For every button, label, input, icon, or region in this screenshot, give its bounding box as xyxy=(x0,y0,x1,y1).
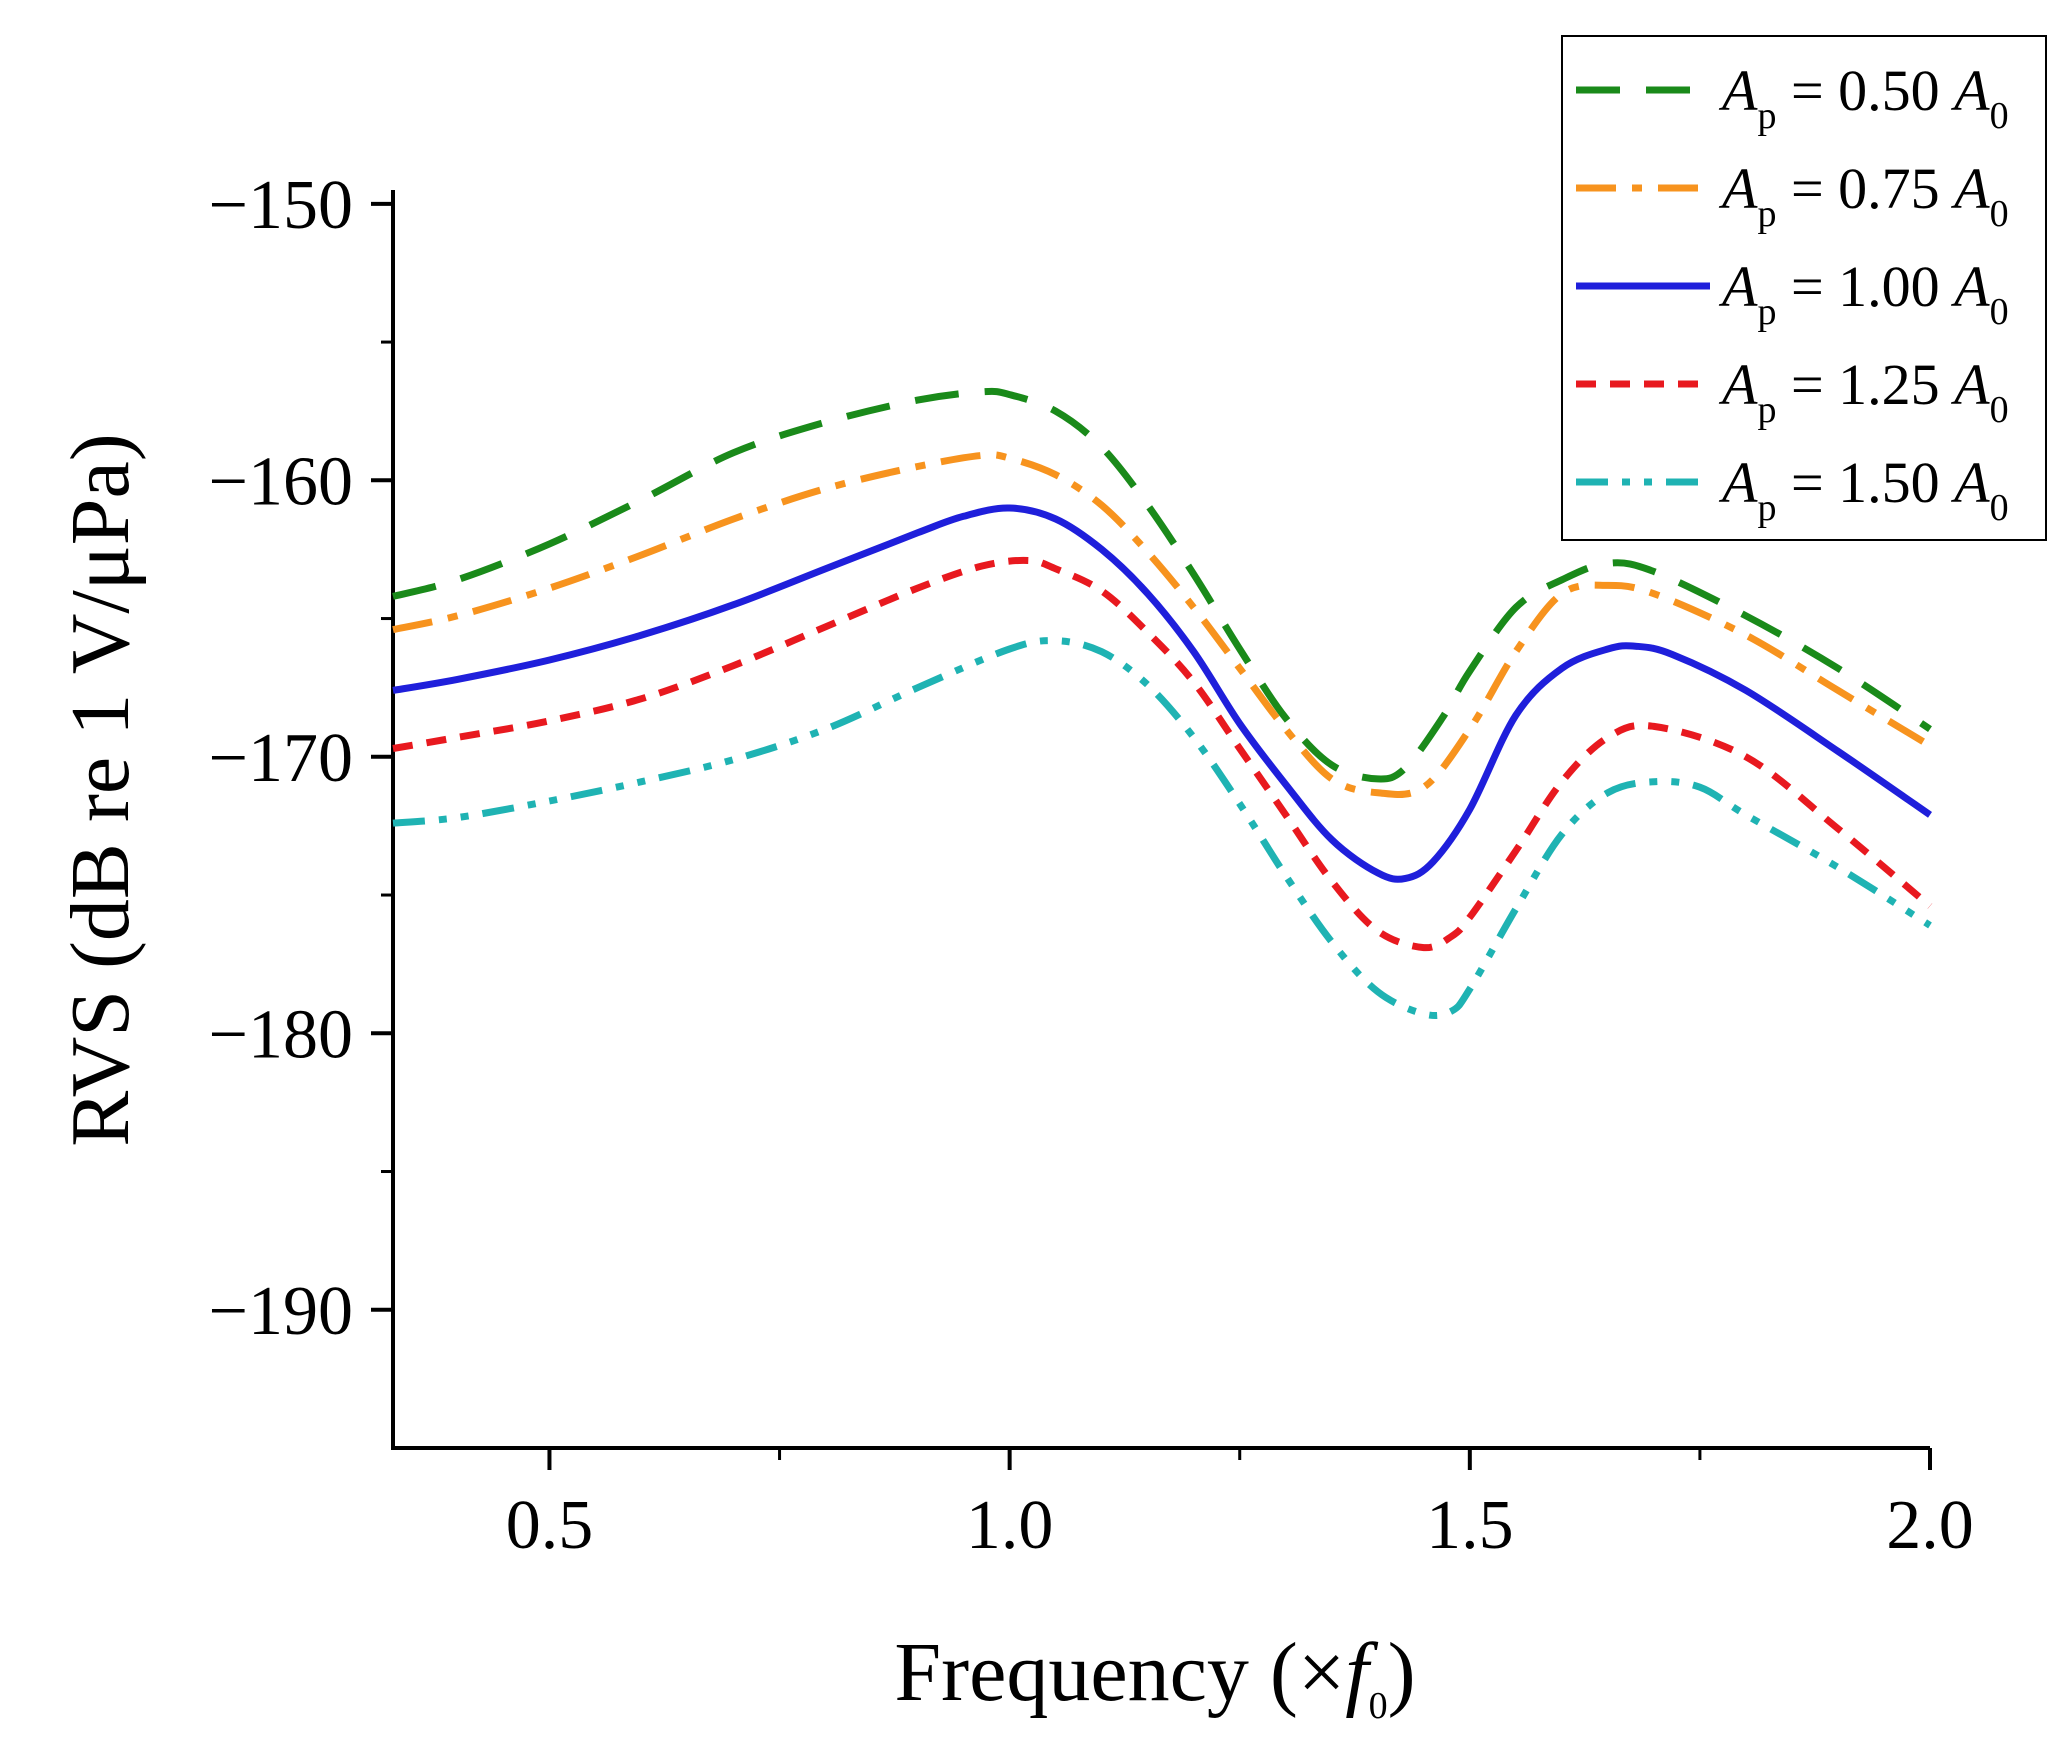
legend: Ap = 0.50 A0 Ap = 0.75 A0 Ap = 1.00 A0 Ap =… xyxy=(1561,35,2047,541)
y-tick-label: −180 xyxy=(209,996,353,1073)
series-line-3 xyxy=(392,504,1932,883)
x-tick-label: 1.5 xyxy=(1426,1487,1514,1564)
legend-label-5: Ap = 1.50 A0 xyxy=(1718,450,2009,529)
x-tick-label: 1.0 xyxy=(966,1487,1054,1564)
x-tick-label: 2.0 xyxy=(1886,1487,1974,1564)
legend-label-4: Ap = 1.25 A0 xyxy=(1718,352,2009,431)
legend-label-1: Ap = 0.50 A0 xyxy=(1718,58,2009,137)
y-tick-label: −150 xyxy=(209,167,353,244)
legend-label-2: Ap = 0.75 A0 xyxy=(1718,156,2009,235)
x-tick-label: 0.5 xyxy=(506,1487,594,1564)
series-line-1 xyxy=(392,387,1932,783)
series-line-2 xyxy=(392,451,1932,798)
series-lines xyxy=(392,387,1933,1020)
axes: 0.5 1.0 1.5 2.0 −150 −160 −170 −180 −190 xyxy=(209,167,1974,1564)
x-axis-title: Frequency (×f0) xyxy=(894,1626,1415,1727)
legend-label-3: Ap = 1.00 A0 xyxy=(1718,254,2009,333)
series-line-4 xyxy=(392,556,1933,952)
series-line-5 xyxy=(392,637,1932,1020)
y-tick-label: −190 xyxy=(209,1273,353,1350)
y-tick-label: −170 xyxy=(209,720,353,797)
y-tick-label: −160 xyxy=(209,443,353,520)
y-axis-title: RVS (dB re 1 V/μPa) xyxy=(54,433,147,1146)
